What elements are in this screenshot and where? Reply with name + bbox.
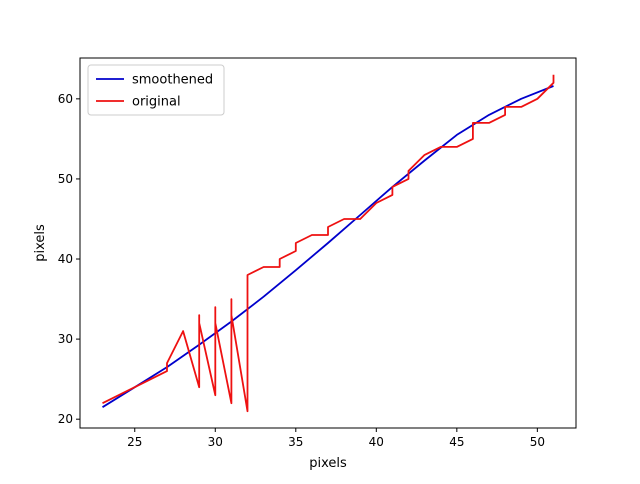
legend-label-smoothened: smoothened [132,73,213,88]
x-tick-label: 50 [530,435,545,449]
x-axis-label: pixels [309,456,347,471]
y-tick-label: 30 [58,332,73,346]
y-tick-label: 40 [58,252,73,266]
legend-label-original: original [132,95,181,110]
legend: smoothened original [87,64,225,116]
x-tick-label: 45 [449,435,464,449]
legend-box [87,64,225,116]
y-axis-label: pixels [33,224,48,262]
plot-area [102,74,555,413]
x-tick-label: 40 [369,435,384,449]
series-line-smoothened [102,85,554,408]
x-tick-label: 30 [208,435,223,449]
x-tick-label: 25 [127,435,142,449]
y-tick-label: 50 [58,172,73,186]
y-tick-label: 60 [58,92,73,106]
y-tick-label: 20 [58,412,73,426]
axes-frame [79,57,577,429]
series-line-original [102,74,555,413]
axis-ticks: 25 30 35 40 45 50 20 30 40 50 60 [58,92,545,449]
x-tick-label: 35 [288,435,303,449]
